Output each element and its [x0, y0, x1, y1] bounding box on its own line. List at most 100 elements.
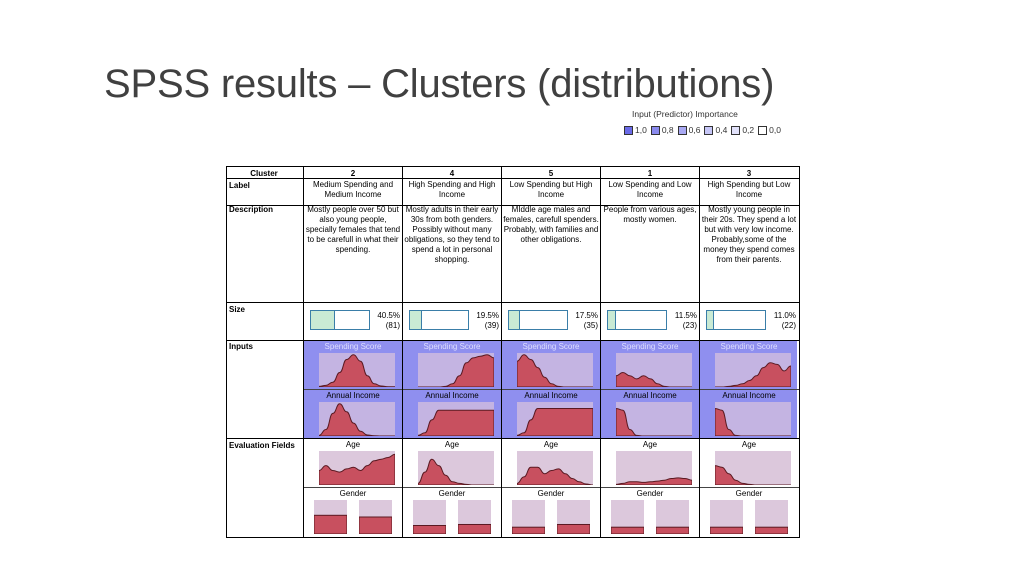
- distribution-curve: [517, 408, 593, 436]
- gender-bar: [557, 523, 590, 534]
- grid-row-divider: [227, 178, 799, 179]
- distribution-curve: [319, 453, 395, 485]
- cluster-label: High Spending and High Income: [408, 180, 496, 199]
- gender-bar-chart: [755, 500, 788, 534]
- field-label-spending-score: Spending Score: [621, 342, 679, 351]
- legend-swatch: [731, 125, 741, 135]
- row-label-cluster: Cluster: [250, 169, 278, 178]
- size-count: (81): [385, 321, 400, 330]
- legend-item: 0,8: [650, 125, 674, 135]
- gender-bar: [512, 526, 545, 534]
- size-percent: 19.5%: [476, 311, 499, 320]
- field-label-age: Age: [741, 440, 757, 449]
- cluster-id: 2: [350, 169, 356, 178]
- size-bar: [310, 310, 370, 330]
- field-label-gender: Gender: [339, 489, 367, 498]
- field-label-age: Age: [642, 440, 658, 449]
- annual-income-chart: [319, 402, 395, 436]
- legend-swatch: [704, 125, 714, 135]
- size-bar-fill: [311, 311, 336, 329]
- distribution-curve: [418, 458, 494, 485]
- spending-score-chart: [418, 353, 494, 387]
- size-bar: [409, 310, 469, 330]
- size-bar: [508, 310, 568, 330]
- legend-swatch: [758, 125, 768, 135]
- cluster-id: 5: [548, 169, 554, 178]
- page-title: SPSS results – Clusters (distributions): [104, 62, 775, 106]
- size-count: (22): [781, 321, 796, 330]
- spending-score-chart: [517, 353, 593, 387]
- legend-title: Input (Predictor) Importance: [632, 109, 738, 119]
- gender-bar-chart: [314, 500, 347, 534]
- size-bar-fill: [707, 311, 715, 329]
- grid-column-divider: [699, 167, 700, 537]
- size-percent: 17.5%: [575, 311, 598, 320]
- legend-label: 0,0: [769, 125, 781, 135]
- age-chart: [517, 451, 593, 485]
- cluster-description: Mostly young people in their 20s. They s…: [701, 205, 797, 264]
- legend-label: 0,4: [715, 125, 728, 135]
- grid-subrow-divider: [304, 487, 799, 488]
- field-label-gender: Gender: [438, 489, 466, 498]
- size-count: (35): [583, 321, 598, 330]
- distribution-curve: [418, 354, 494, 387]
- field-label-annual-income: Annual Income: [722, 391, 776, 400]
- field-label-gender: Gender: [537, 489, 565, 498]
- size-percent: 40.5%: [377, 311, 400, 320]
- gender-bar: [458, 523, 491, 534]
- age-chart: [715, 451, 791, 485]
- gender-bar: [656, 526, 689, 534]
- cluster-id: 3: [746, 169, 752, 178]
- age-chart: [418, 451, 494, 485]
- age-chart: [319, 451, 395, 485]
- cluster-label: Low Spending but High Income: [509, 180, 593, 199]
- grid-column-divider: [501, 167, 502, 537]
- grid-row-divider: [227, 302, 799, 303]
- gender-bar-chart: [458, 500, 491, 534]
- gender-bar: [611, 526, 644, 534]
- legend-item: 0,2: [731, 125, 754, 135]
- legend-swatch: [624, 125, 633, 135]
- size-bar-fill: [608, 311, 616, 329]
- field-label-spending-score: Spending Score: [324, 342, 382, 351]
- gender-bar-chart: [512, 500, 545, 534]
- row-label-inputs: Inputs: [229, 342, 253, 351]
- distribution-curve: [319, 354, 395, 387]
- legend-label: 0,8: [661, 125, 674, 135]
- legend-label: 0,2: [742, 125, 755, 135]
- distribution-curve: [616, 477, 692, 485]
- row-label-evaluation: Evaluation Fields: [229, 441, 295, 450]
- field-label-spending-score: Spending Score: [522, 342, 580, 351]
- size-bar: [706, 310, 766, 330]
- legend-item: 0,4: [704, 125, 727, 135]
- field-label-spending-score: Spending Score: [720, 342, 778, 351]
- row-label-label: Label: [229, 181, 250, 190]
- grid-row-divider: [227, 205, 799, 206]
- gender-bar: [710, 526, 743, 534]
- grid-column-divider: [600, 167, 601, 537]
- legend-swatch: [677, 125, 687, 135]
- distribution-curve: [715, 362, 791, 387]
- distribution-curve: [517, 354, 593, 387]
- size-count: (23): [682, 321, 697, 330]
- grid-subrow-divider: [304, 389, 799, 390]
- distribution-curve: [616, 371, 692, 387]
- cluster-description: Mostly adults in their early 30s from bo…: [404, 205, 500, 264]
- legend-item: 1,0: [624, 125, 647, 135]
- gender-bar: [413, 525, 446, 534]
- gender-bar-chart: [557, 500, 590, 534]
- row-label-size: Size: [229, 305, 246, 314]
- age-chart: [616, 451, 692, 485]
- field-label-annual-income: Annual Income: [623, 391, 677, 400]
- field-label-age: Age: [444, 440, 460, 449]
- distribution-curve: [517, 466, 593, 485]
- gender-bar: [755, 526, 788, 534]
- gender-bar-chart: [611, 500, 644, 534]
- cluster-label: High Spending but Low Income: [707, 180, 791, 199]
- gender-bar-chart: [359, 500, 392, 534]
- distribution-curve: [616, 407, 692, 436]
- spending-score-chart: [715, 353, 791, 387]
- cluster-description: Mostly people over 50 but also young peo…: [305, 205, 401, 254]
- field-label-annual-income: Annual Income: [425, 391, 479, 400]
- grid-row-divider: [227, 438, 799, 439]
